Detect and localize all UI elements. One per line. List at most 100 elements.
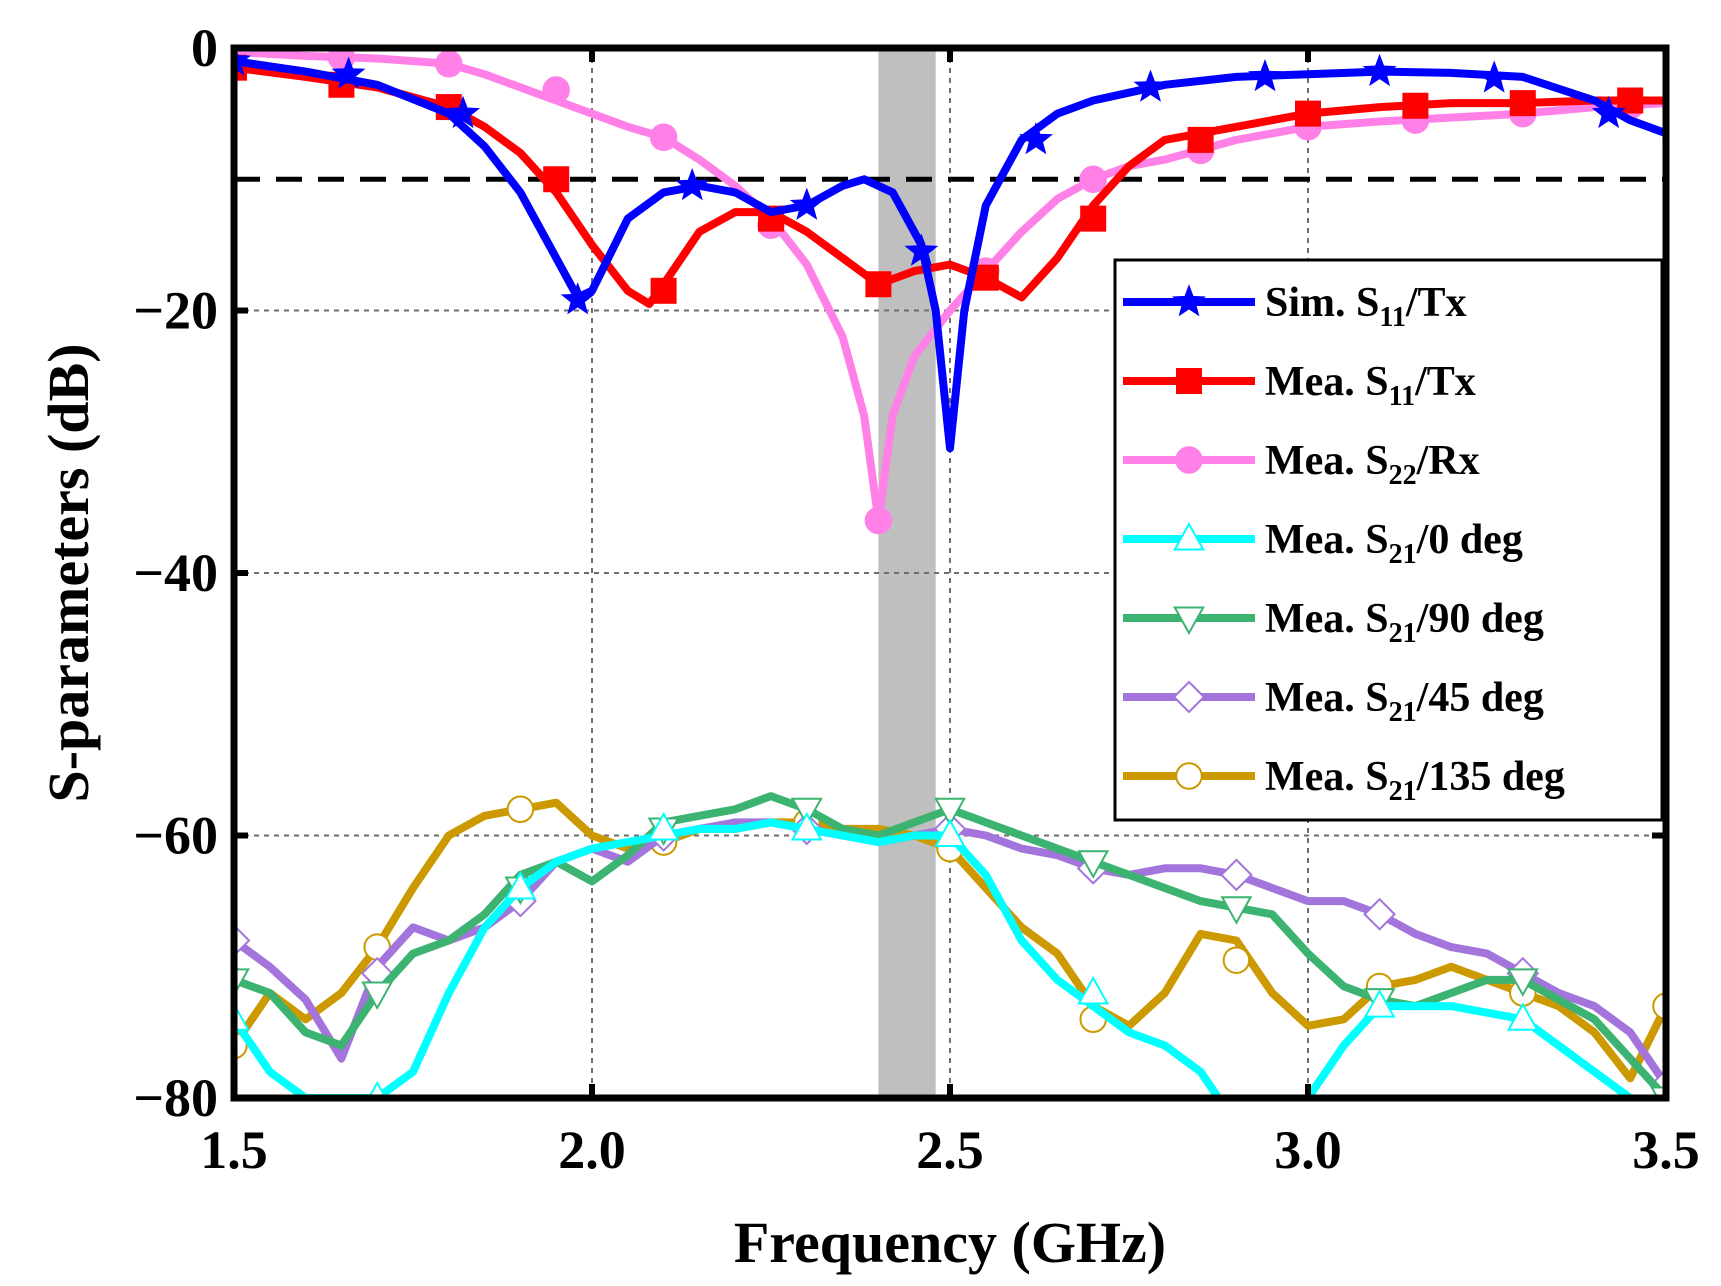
legend-label-mea-s21-45-deg: Mea. S21/45 deg bbox=[1265, 675, 1544, 728]
data-point-sim-s11-tx bbox=[1248, 59, 1283, 92]
data-point-mea-s11-tx bbox=[1509, 90, 1536, 117]
data-point-mea-s21-0-deg bbox=[1363, 989, 1396, 1018]
data-point-mea-s22-rx bbox=[542, 76, 570, 104]
data-point-mea-s21-0-deg bbox=[234, 1002, 250, 1031]
data-point-mea-s21-90-deg bbox=[1077, 850, 1110, 879]
legend-label-sim-s11-tx: Sim. S11/Tx bbox=[1265, 280, 1467, 333]
data-point-sim-s11-tx bbox=[446, 95, 481, 129]
legend-label-prefix: Mea. S bbox=[1265, 517, 1389, 563]
data-point-sim-s11-tx bbox=[234, 48, 252, 76]
legend-label-subscript: 22 bbox=[1389, 460, 1417, 491]
legend-label-subscript: 21 bbox=[1389, 618, 1417, 649]
series-layer bbox=[234, 48, 1666, 1135]
x-tick-label: 2.5 bbox=[916, 1120, 984, 1180]
legend-label-subscript: 21 bbox=[1389, 539, 1417, 570]
data-point-sim-s11-tx bbox=[789, 187, 824, 220]
legend-label-mea-s21-0-deg: Mea. S21/0 deg bbox=[1265, 517, 1523, 570]
data-point-mea-s21-90-deg bbox=[361, 981, 394, 1011]
data-point-sim-s11-tx bbox=[675, 167, 710, 201]
x-tick-label: 3.5 bbox=[1632, 1120, 1700, 1180]
legend-label-mea-s22-rx: Mea. S22/Rx bbox=[1265, 438, 1480, 491]
data-point-mea-s11-tx bbox=[972, 264, 999, 291]
data-point-mea-s21-0-deg bbox=[1222, 1109, 1251, 1135]
data-point-mea-s11-tx bbox=[1187, 126, 1214, 153]
data-point-mea-s21-0-deg bbox=[647, 811, 680, 841]
legend-marker-mea-s21-135-deg bbox=[1175, 762, 1203, 790]
data-point-mea-s22-rx bbox=[649, 123, 678, 151]
series-mea-s11-tx bbox=[234, 54, 1666, 308]
data-point-mea-s21-0-deg bbox=[934, 818, 966, 847]
legend-marker-mea-s11-tx bbox=[1176, 368, 1202, 394]
legend-marker-mea-s21-90-deg bbox=[1173, 606, 1205, 636]
data-point-mea-s22-rx bbox=[1079, 165, 1107, 193]
x-tick-label: 2.0 bbox=[558, 1120, 626, 1180]
legend-label-suffix: /0 deg bbox=[1416, 517, 1523, 563]
legend-label-prefix: Mea. S bbox=[1265, 754, 1389, 800]
data-point-sim-s11-tx bbox=[904, 233, 939, 266]
legend-label-subscript: 11 bbox=[1379, 302, 1405, 333]
data-point-sim-s11-tx bbox=[1133, 69, 1168, 102]
legend-label-suffix: /90 deg bbox=[1416, 596, 1544, 642]
legend-label-prefix: Mea. S bbox=[1265, 675, 1389, 721]
legend-label-suffix: /Tx bbox=[1405, 280, 1467, 326]
data-point-mea-s21-90-deg bbox=[234, 968, 250, 997]
legend-entry-mea-s21-0-deg: Mea. S21/0 deg bbox=[1123, 517, 1523, 570]
legend-label-subscript: 11 bbox=[1389, 381, 1415, 412]
legend-label-suffix: /Rx bbox=[1416, 438, 1480, 484]
legend-entry-mea-s22-rx: Mea. S22/Rx bbox=[1123, 438, 1480, 491]
tick-layer bbox=[231, 45, 1669, 1101]
legend-label-prefix: Mea. S bbox=[1265, 596, 1389, 642]
data-point-mea-s21-0-deg bbox=[1506, 1002, 1539, 1031]
series-mea-s21-0-deg bbox=[234, 811, 1637, 1135]
data-point-mea-s21-135-deg bbox=[1222, 946, 1251, 974]
data-point-mea-s21-0-deg bbox=[1077, 975, 1110, 1005]
data-point-sim-s11-tx bbox=[1591, 95, 1626, 129]
legend-entry-mea-s21-135-deg: Mea. S21/135 deg bbox=[1123, 754, 1565, 807]
data-point-mea-s21-90-deg bbox=[790, 797, 823, 827]
data-point-mea-s22-rx bbox=[864, 506, 893, 535]
legend-label-prefix: Mea. S bbox=[1265, 438, 1389, 484]
legend-label-subscript: 21 bbox=[1389, 697, 1417, 728]
legend-label-prefix: Mea. S bbox=[1265, 359, 1389, 405]
x-tick-label: 3.0 bbox=[1274, 1120, 1342, 1180]
y-tick-label: −40 bbox=[133, 543, 218, 603]
legend-entry-mea-s21-90-deg: Mea. S21/90 deg bbox=[1123, 596, 1544, 649]
data-point-mea-s21-45-deg bbox=[1219, 858, 1253, 892]
y-tick-label: 0 bbox=[191, 18, 218, 78]
data-point-mea-s21-0-deg bbox=[790, 811, 823, 841]
legend-entry-mea-s11-tx: Mea. S11/Tx bbox=[1123, 359, 1476, 412]
legend-label-mea-s21-135-deg: Mea. S21/135 deg bbox=[1265, 754, 1565, 807]
data-point-sim-s11-tx bbox=[560, 282, 595, 315]
legend-marker-mea-s22-rx bbox=[1175, 446, 1203, 474]
tick-label-layer: 1.5 2.0 2.5 3.0 3.5 0 −20 −40 −60 −80 bbox=[133, 18, 1700, 1180]
data-point-mea-s11-tx bbox=[543, 166, 570, 193]
data-point-mea-s11-tx bbox=[1402, 92, 1429, 119]
y-tick-label: −20 bbox=[133, 281, 218, 341]
legend-entry-sim-s11-tx: Sim. S11/Tx bbox=[1123, 280, 1467, 333]
data-point-mea-s22-rx bbox=[435, 50, 463, 78]
data-point-sim-s11-tx bbox=[1018, 122, 1053, 155]
legend-label-mea-s21-90-deg: Mea. S21/90 deg bbox=[1265, 596, 1544, 649]
legend-label-mea-s11-tx: Mea. S11/Tx bbox=[1265, 359, 1476, 412]
data-point-sim-s11-tx bbox=[331, 56, 366, 89]
data-point-mea-s21-0-deg bbox=[504, 870, 537, 900]
legend-marker-sim-s11-tx bbox=[1171, 284, 1207, 317]
legend-label-prefix: Sim. S bbox=[1265, 280, 1379, 326]
data-point-sim-s11-tx bbox=[1477, 60, 1512, 93]
data-point-mea-s21-45-deg bbox=[1363, 897, 1397, 931]
y-tick-label: −80 bbox=[133, 1068, 218, 1128]
series-mea-s21-90-deg bbox=[234, 792, 1666, 1098]
series-sim-s11-tx bbox=[234, 48, 1666, 453]
x-axis-title: Frequency (GHz) bbox=[734, 1210, 1166, 1275]
data-point-mea-s21-45-deg bbox=[234, 924, 251, 957]
data-point-mea-s11-tx bbox=[865, 271, 892, 298]
legend-label-subscript: 21 bbox=[1389, 776, 1417, 807]
legend-label-suffix: /Tx bbox=[1414, 359, 1476, 405]
data-point-mea-s21-90-deg bbox=[1220, 896, 1253, 925]
legend-entry-mea-s21-45-deg: Mea. S21/45 deg bbox=[1123, 675, 1544, 728]
data-point-mea-s21-135-deg bbox=[506, 795, 535, 823]
data-point-mea-s11-tx bbox=[650, 277, 677, 304]
legend-marker-mea-s21-45-deg bbox=[1172, 680, 1206, 714]
